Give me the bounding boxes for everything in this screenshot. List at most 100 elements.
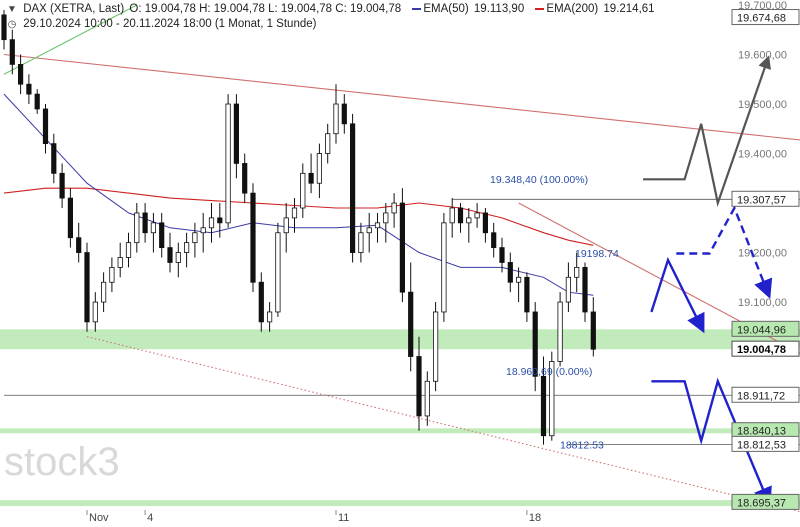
candle (208, 203, 215, 243)
candle (192, 222, 198, 258)
caret-icon[interactable]: ▼ (7, 4, 17, 15)
ema200-value: 19.214,61 (603, 3, 655, 15)
candle (383, 203, 389, 243)
candle-body (258, 281, 264, 323)
candle (51, 133, 57, 184)
candle (200, 212, 206, 253)
candle (67, 188, 73, 248)
candle (26, 74, 32, 105)
fib-label-2: 18812.53 (560, 439, 604, 451)
candle-body (42, 108, 49, 145)
candle (524, 272, 530, 322)
candle (432, 302, 439, 392)
candle-body (159, 222, 165, 248)
candle (374, 212, 381, 243)
candle-body (590, 311, 596, 350)
candle (308, 153, 314, 194)
candle (574, 252, 580, 293)
candle-body (499, 247, 505, 263)
trendline-0 (3, 53, 800, 141)
candle (491, 222, 497, 258)
fib-label-3: 19198.74 (575, 248, 619, 260)
candle (507, 252, 513, 293)
candle-body (266, 311, 273, 323)
candle (17, 54, 24, 95)
trendline-3 (3, 4, 138, 75)
candle-body (408, 291, 414, 357)
scenario-arrow-1 (676, 205, 773, 299)
fib-label-1: 18.960,69 (0.00%) (506, 366, 592, 378)
x-tick-label-3: 18 (529, 512, 541, 524)
candle-body (26, 83, 32, 95)
level-box-0 (731, 9, 800, 26)
y-tick-label-5: 19.100,00 (738, 297, 787, 309)
candle-body (225, 103, 231, 224)
candle-body (150, 222, 156, 234)
candle-body (316, 153, 323, 184)
candle-body (374, 222, 381, 229)
candle (482, 207, 489, 243)
candle (258, 272, 264, 332)
candle-body (383, 212, 389, 224)
candle (565, 262, 572, 312)
candle (266, 302, 273, 332)
candle-body (217, 217, 223, 224)
level-label-2: 19.044,96 (737, 324, 786, 336)
candle-body (491, 232, 497, 248)
candle (167, 232, 173, 273)
candle-body (449, 207, 455, 224)
candle-body (250, 192, 256, 283)
level-box-6 (731, 435, 800, 452)
candle (466, 207, 472, 243)
candle-body (233, 103, 239, 164)
symbol-label: DAX (XETRA, Last) (23, 3, 125, 15)
candle (316, 143, 323, 199)
candle (84, 242, 90, 332)
candle (142, 203, 148, 243)
candle-body (416, 356, 422, 417)
candle-body (358, 232, 364, 253)
candle-body (51, 143, 57, 174)
candle-body (208, 217, 215, 229)
candle-body (175, 252, 181, 263)
candle-body (84, 252, 90, 323)
candle-body (242, 163, 248, 194)
candle-body (457, 207, 464, 224)
candle-body (325, 133, 331, 154)
candle-body (291, 207, 298, 219)
candle-body (399, 202, 406, 293)
candle (557, 292, 563, 367)
candle-body (34, 93, 40, 110)
candle (341, 94, 347, 134)
support-zone-0 (0, 329, 800, 350)
candle (217, 203, 223, 238)
clock-icon: ◷ (7, 19, 17, 30)
scenario-arrow-0 (643, 55, 771, 208)
candle (540, 356, 547, 445)
range-label: 29.10.2024 10:00 - 20.11.2024 18:00 (1 M… (23, 18, 317, 30)
candle (101, 272, 107, 312)
candle-body (200, 227, 206, 234)
candle (349, 113, 356, 263)
candle-body (391, 202, 397, 214)
support-zone-1 (0, 428, 800, 434)
ema200-label: EMA(200) (546, 3, 599, 15)
chart-header-line-1: ▼ DAX (XETRA, Last) O: 19.004,78 H: 19.0… (6, 3, 657, 15)
level-label-0: 19.674,68 (737, 13, 786, 25)
candle (42, 104, 49, 154)
candle (366, 212, 372, 253)
y-tick-label-0: 19.700,00 (738, 0, 787, 12)
candle-body (167, 247, 173, 263)
candle (333, 84, 339, 144)
candle (325, 123, 331, 164)
candle-body (109, 267, 115, 283)
candle-body (283, 217, 289, 234)
candle-body (192, 232, 198, 244)
y-tick-label-3: 19.400,00 (738, 149, 787, 161)
candles-group (1, 9, 596, 445)
x-tick-label-2: 11 (338, 512, 349, 524)
candle-body (1, 14, 7, 41)
candle (474, 203, 480, 228)
candle-body (9, 39, 15, 65)
